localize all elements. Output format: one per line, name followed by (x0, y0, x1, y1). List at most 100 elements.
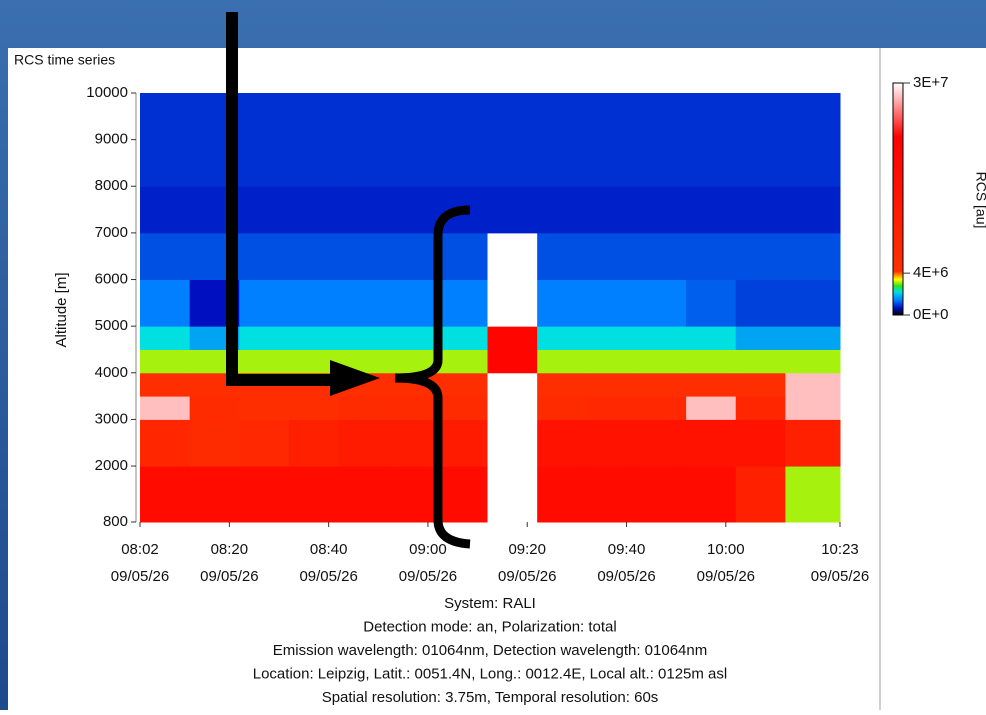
heatmap-cell (289, 186, 339, 233)
heatmap-cell (537, 373, 587, 397)
heatmap-cell (140, 233, 190, 280)
heatmap-cell (388, 93, 438, 187)
footer-line: Spatial resolution: 3.75m, Temporal reso… (322, 689, 659, 706)
heatmap-cell (140, 186, 190, 233)
heatmap-cell (587, 186, 637, 233)
heatmap-cell (488, 396, 538, 420)
heatmap-cell (686, 93, 736, 187)
colorbar-label: RCS [au] (973, 172, 986, 229)
heatmap-cell (140, 396, 190, 420)
y-tick-label: 800 (103, 513, 128, 530)
footer-line: Emission wavelength: 01064nm, Detection … (273, 642, 707, 659)
heatmap-cell (388, 326, 438, 350)
x-tick-date: 09/05/26 (399, 568, 457, 585)
heatmap-cell (686, 349, 736, 373)
heatmap-cell (537, 466, 587, 522)
heatmap-cell (537, 280, 587, 327)
heatmap-cell (636, 373, 686, 397)
heatmap-cell (339, 93, 389, 187)
heatmap-cell (736, 349, 786, 373)
y-tick-label: 4000 (95, 364, 128, 381)
x-tick-date: 09/05/26 (811, 568, 869, 585)
heatmap-cell (239, 326, 289, 350)
heatmap-cell (736, 419, 786, 466)
y-tick-label: 2000 (95, 457, 128, 474)
heatmap-cell (488, 233, 538, 280)
heatmap-cell (636, 349, 686, 373)
heatmap-cell (140, 326, 190, 350)
heatmap-cell (488, 349, 538, 373)
heatmap-cell (785, 466, 840, 522)
heatmap-cell (785, 280, 840, 327)
heatmap-cell (339, 466, 389, 522)
heatmap-cell (736, 373, 786, 397)
x-tick-label: 08:20 (211, 541, 249, 558)
heatmap-cell (438, 326, 488, 350)
heatmap-cell (289, 93, 339, 187)
heatmap-cell (239, 396, 289, 420)
heatmap-cell (289, 233, 339, 280)
heatmap-cell (785, 93, 840, 187)
heatmap-cell (488, 466, 538, 522)
footer-line: Location: Leipzig, Latit.: 0051.4N, Long… (253, 665, 728, 682)
heatmap-cell (587, 93, 637, 187)
heatmap-cell (785, 186, 840, 233)
heatmap-cell (388, 186, 438, 233)
heatmap-cell (587, 373, 637, 397)
heatmap-cell (388, 466, 438, 522)
heatmap-cell (537, 233, 587, 280)
x-tick-date: 09/05/26 (498, 568, 556, 585)
heatmap-cell (140, 466, 190, 522)
heatmap-cell (636, 396, 686, 420)
x-tick-label: 10:23 (821, 541, 859, 558)
heatmap-cell (736, 396, 786, 420)
x-tick-date: 09/05/26 (200, 568, 258, 585)
heatmap-cell (388, 396, 438, 420)
heatmap-cell (239, 349, 289, 373)
heatmap-cell (239, 93, 289, 187)
heatmap-cell (438, 419, 488, 466)
y-tick-label: 10000 (86, 84, 128, 101)
heatmap-cell (488, 373, 538, 397)
heatmap-cell (488, 326, 538, 350)
heatmap-cell (388, 419, 438, 466)
heatmap-cell (438, 396, 488, 420)
heatmap-cell (736, 233, 786, 280)
heatmap-cell (289, 396, 339, 420)
heatmap-cell (686, 326, 736, 350)
x-tick-date: 09/05/26 (299, 568, 357, 585)
heatmap-cell (488, 280, 538, 327)
colorbar (893, 83, 903, 315)
heatmap-cell (736, 186, 786, 233)
heatmap-cell (587, 349, 637, 373)
x-tick-label: 09:40 (608, 541, 646, 558)
heatmap-cell (438, 233, 488, 280)
colorbar-tick-label: 0E+0 (913, 306, 948, 323)
x-tick-label: 08:40 (310, 541, 348, 558)
heatmap-cell (239, 233, 289, 280)
heatmap-cell (488, 419, 538, 466)
heatmap-cell (686, 280, 736, 327)
heatmap-cell (537, 396, 587, 420)
heatmap-cell (736, 466, 786, 522)
heatmap-cell (289, 280, 339, 327)
heatmap-cell (636, 93, 686, 187)
heatmap-cell (339, 280, 389, 327)
y-tick-label: 6000 (95, 270, 128, 287)
screen: RCS time series Altitude [m] RCS [au] 80… (0, 0, 986, 710)
heatmap-cell (587, 233, 637, 280)
heatmap-cell (339, 233, 389, 280)
colorbar-tick-label: 3E+7 (913, 74, 948, 91)
heatmap-cell (239, 280, 289, 327)
heatmap-cell (636, 419, 686, 466)
x-tick-label: 09:00 (409, 541, 447, 558)
footer-line: Detection mode: an, Polarization: total (363, 618, 616, 635)
heatmap-cell (289, 466, 339, 522)
heatmap-cell (736, 326, 786, 350)
heatmap-cell (140, 93, 190, 187)
heatmap-cell (537, 93, 587, 187)
heatmap (140, 93, 841, 523)
y-tick-label: 5000 (95, 317, 128, 334)
heatmap-cell (785, 349, 840, 373)
heatmap-cell (190, 396, 240, 420)
